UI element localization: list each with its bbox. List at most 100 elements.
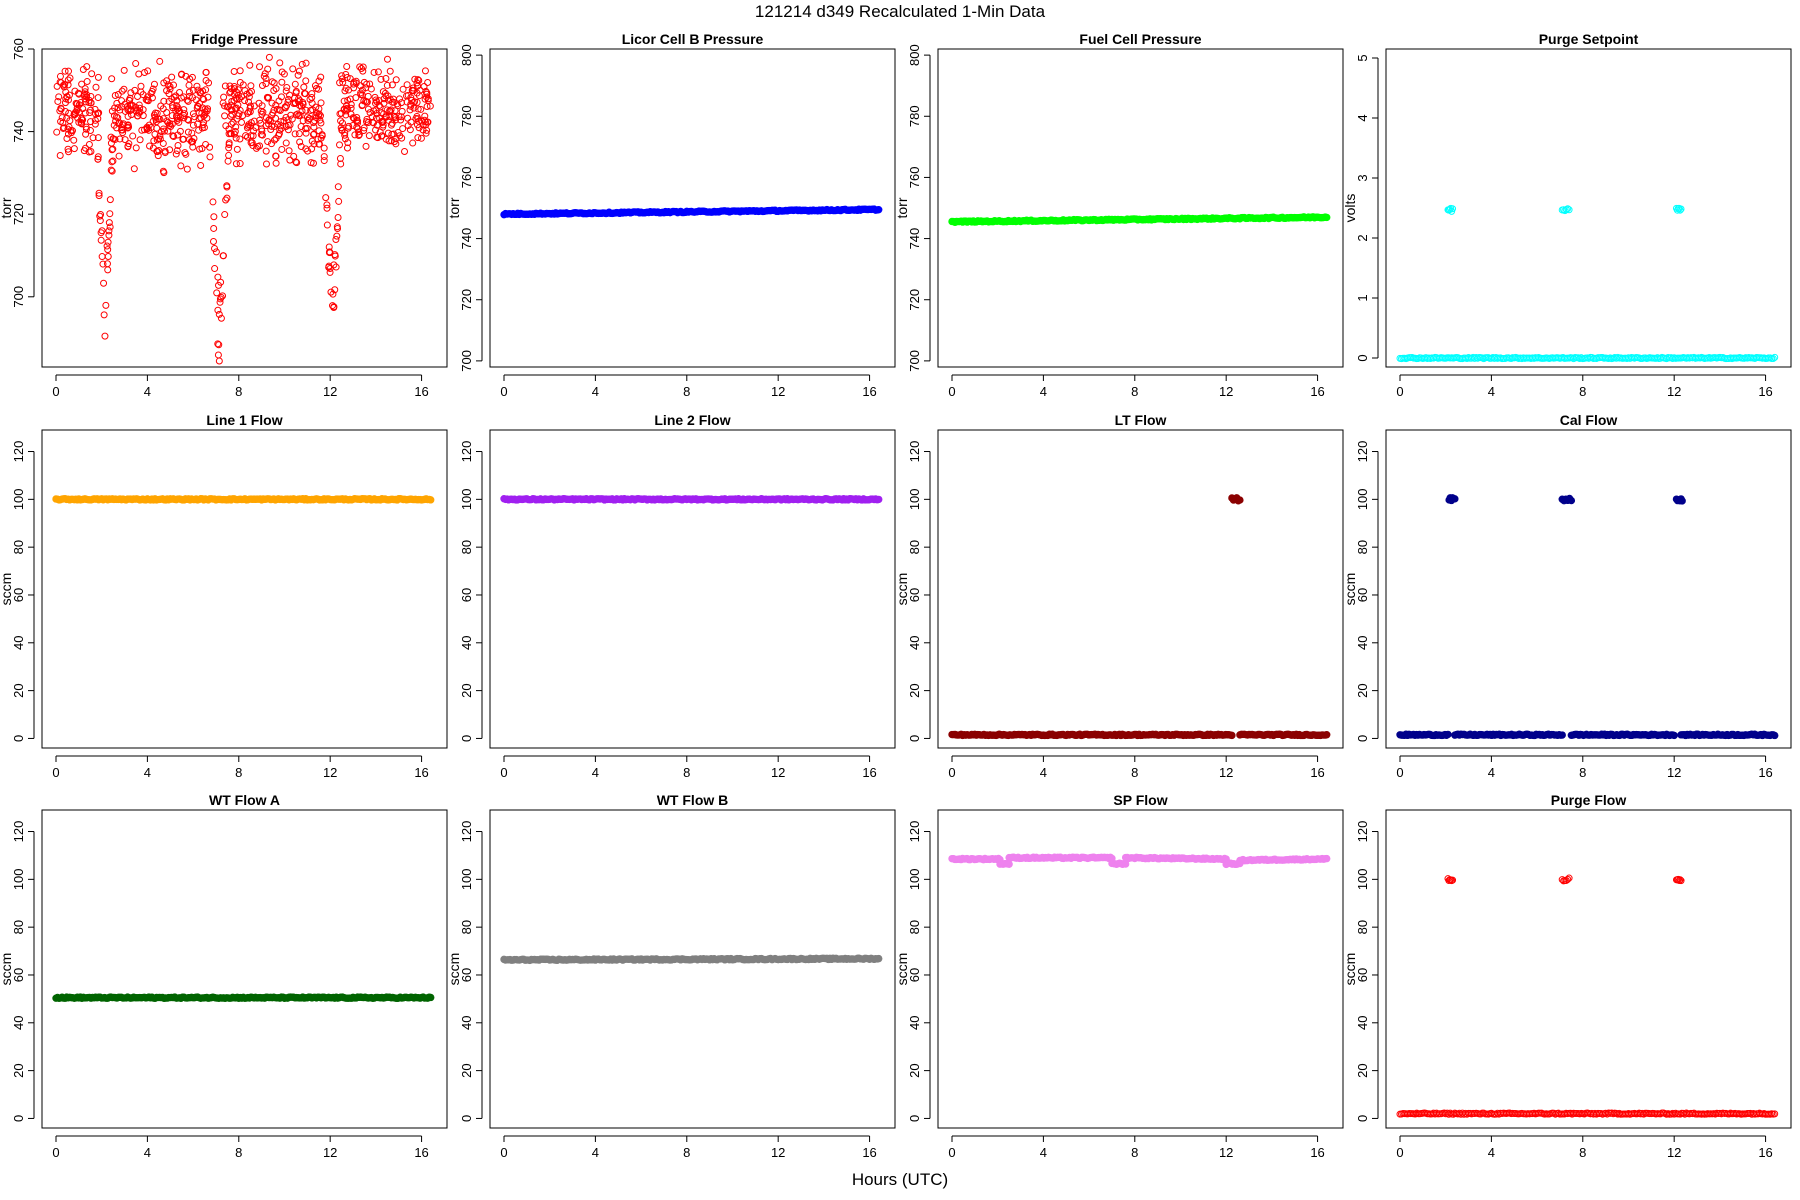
data-point xyxy=(364,118,372,126)
data-point xyxy=(94,115,102,123)
data-point xyxy=(184,128,192,136)
data-point xyxy=(310,130,318,138)
y-tick-label: 60 xyxy=(907,588,922,602)
data-point xyxy=(139,91,147,99)
data-point xyxy=(309,131,317,139)
data-point xyxy=(104,238,112,246)
y-tick-label: 0 xyxy=(1355,354,1370,361)
data-point xyxy=(221,211,229,219)
data-point xyxy=(68,127,76,135)
data-point xyxy=(304,116,312,124)
data-point xyxy=(94,110,102,118)
data-points xyxy=(948,494,1331,740)
data-point xyxy=(199,95,207,103)
data-point xyxy=(104,253,112,261)
x-tick-label: 8 xyxy=(1579,765,1586,780)
data-point xyxy=(297,102,305,110)
data-point xyxy=(354,117,362,125)
data-point xyxy=(160,97,168,105)
data-point xyxy=(64,76,72,84)
data-point xyxy=(260,72,268,80)
data-point xyxy=(310,123,318,131)
y-tick-label: 100 xyxy=(1355,868,1370,890)
data-point xyxy=(225,130,233,138)
data-point xyxy=(177,71,185,79)
data-point xyxy=(125,105,133,113)
data-point xyxy=(166,83,174,91)
y-tick-label: 60 xyxy=(1355,968,1370,982)
data-point xyxy=(227,112,235,120)
data-point xyxy=(370,68,378,76)
data-point xyxy=(104,246,112,254)
data-point xyxy=(124,112,132,120)
data-point xyxy=(184,97,192,105)
data-point xyxy=(95,189,103,197)
y-axis-label: sccm xyxy=(0,573,14,606)
data-point xyxy=(210,213,218,221)
x-tick-label: 12 xyxy=(771,1145,785,1160)
data-point xyxy=(70,145,78,153)
data-point xyxy=(183,96,191,104)
data-point xyxy=(1678,497,1686,505)
data-point xyxy=(421,112,429,120)
data-point xyxy=(325,263,333,271)
data-point xyxy=(54,97,62,105)
data-point xyxy=(334,224,342,232)
data-point xyxy=(268,122,276,130)
data-point xyxy=(73,104,81,112)
data-point xyxy=(163,109,171,117)
data-point xyxy=(305,115,313,123)
plot-frame xyxy=(41,809,448,1129)
x-tick-label: 8 xyxy=(1579,384,1586,399)
panel-title: WT Flow A xyxy=(209,792,280,808)
x-tick-label: 0 xyxy=(1396,765,1403,780)
data-points xyxy=(1396,874,1779,1118)
x-tick-label: 0 xyxy=(1396,1145,1403,1160)
y-tick-label: 20 xyxy=(1355,683,1370,697)
data-point xyxy=(383,55,391,63)
data-point xyxy=(221,112,229,120)
y-tick-label: 760 xyxy=(907,167,922,189)
data-point xyxy=(1323,213,1331,222)
y-tick-label: 5 xyxy=(1355,54,1370,61)
data-point xyxy=(358,101,366,109)
data-point xyxy=(386,107,394,115)
data-point xyxy=(346,75,354,83)
data-point xyxy=(104,266,112,274)
data-point xyxy=(323,201,331,209)
data-point xyxy=(108,158,116,166)
data-point xyxy=(233,145,241,153)
data-point xyxy=(342,84,350,92)
y-tick-label: 20 xyxy=(459,683,474,697)
data-point xyxy=(340,97,348,105)
data-point xyxy=(172,150,180,158)
data-point xyxy=(246,61,254,69)
data-point xyxy=(70,136,78,144)
y-tick-label: 0 xyxy=(1355,735,1370,742)
data-point xyxy=(180,114,188,122)
data-point xyxy=(332,236,340,244)
data-point xyxy=(182,150,190,158)
data-point xyxy=(230,68,238,76)
data-point xyxy=(1323,731,1331,739)
data-point xyxy=(189,143,197,151)
data-point xyxy=(262,160,270,168)
x-tick-label: 0 xyxy=(948,1145,955,1160)
y-tick-label: 800 xyxy=(459,44,474,66)
data-point xyxy=(415,117,423,125)
data-point xyxy=(124,143,132,151)
data-point xyxy=(188,138,196,146)
data-point xyxy=(174,131,182,139)
y-tick-label: 40 xyxy=(459,1016,474,1030)
data-point xyxy=(82,123,90,131)
data-point xyxy=(153,109,161,117)
data-point xyxy=(414,134,422,142)
data-point xyxy=(132,144,140,152)
plot-frame xyxy=(489,429,896,749)
data-point xyxy=(343,104,351,112)
figure-title: 121214 d349 Recalculated 1-Min Data xyxy=(754,2,1046,21)
data-points xyxy=(948,213,1331,227)
data-point xyxy=(304,147,312,155)
data-point xyxy=(81,85,89,93)
data-point xyxy=(62,88,70,96)
